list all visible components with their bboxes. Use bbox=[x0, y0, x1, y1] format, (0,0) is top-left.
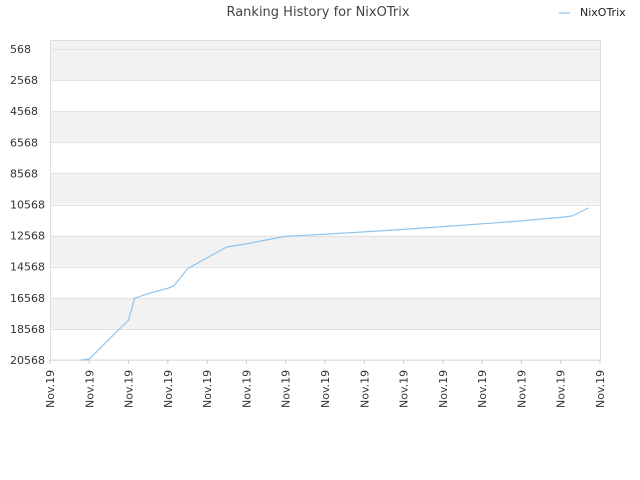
gridlines bbox=[50, 49, 600, 361]
x-tick-label: Nov.19 bbox=[476, 370, 489, 408]
x-tick-label: Nov.19 bbox=[319, 370, 332, 408]
data-point bbox=[200, 260, 202, 262]
data-point bbox=[402, 228, 405, 231]
x-tick-label: Nov.19 bbox=[594, 370, 607, 408]
data-point bbox=[167, 287, 169, 289]
x-tick-label: Nov.19 bbox=[437, 370, 450, 408]
x-tick-label: Nov.19 bbox=[162, 370, 175, 408]
x-tick-label: Nov.19 bbox=[280, 370, 293, 408]
data-point bbox=[324, 233, 326, 235]
data-point bbox=[265, 239, 267, 241]
y-tick-label: 16568 bbox=[10, 292, 45, 305]
y-tick-label: 568 bbox=[10, 43, 31, 56]
y-tick-label: 18568 bbox=[10, 323, 45, 336]
x-tick-label: Nov.19 bbox=[515, 370, 528, 408]
y-tick-label: 6568 bbox=[10, 136, 38, 149]
plot-background-bands bbox=[50, 40, 600, 360]
legend-label-nixotrix: NixOTrix bbox=[580, 6, 626, 19]
y-tick-label: 14568 bbox=[10, 261, 45, 274]
data-point bbox=[108, 338, 110, 341]
y-tick-label: 10568 bbox=[10, 199, 45, 212]
data-point bbox=[520, 220, 523, 222]
x-tick-label: Nov.19 bbox=[123, 370, 136, 408]
band-top bbox=[50, 40, 600, 49]
band-6 bbox=[50, 235, 600, 267]
band-5 bbox=[50, 204, 600, 236]
data-point bbox=[587, 207, 589, 209]
y-tick-label: 8568 bbox=[10, 167, 38, 180]
data-point bbox=[88, 358, 90, 360]
data-point bbox=[571, 215, 574, 217]
data-point bbox=[540, 218, 542, 220]
data-point bbox=[186, 268, 189, 270]
x-tick-label: Nov.19 bbox=[398, 370, 411, 408]
y-axis-ticks: 568 2568 4568 6568 8568 10568 12568 14568 16568 1… bbox=[10, 43, 45, 367]
chart-title: Ranking History for NixOTrix bbox=[226, 5, 409, 20]
band-9 bbox=[50, 328, 600, 360]
y-tick-label: 12568 bbox=[10, 230, 45, 243]
band-7 bbox=[50, 266, 600, 298]
band-0 bbox=[50, 49, 600, 81]
y-tick-label: 2568 bbox=[10, 74, 38, 87]
data-point bbox=[133, 297, 136, 299]
band-2 bbox=[50, 111, 600, 143]
data-point bbox=[285, 235, 287, 238]
band-3 bbox=[50, 142, 600, 174]
data-point bbox=[442, 226, 444, 228]
data-point bbox=[173, 285, 175, 287]
band-4 bbox=[50, 173, 600, 205]
x-tick-label: Nov.19 bbox=[44, 370, 57, 408]
legend[interactable]: NixOTrix bbox=[559, 6, 626, 19]
data-point bbox=[245, 243, 248, 245]
x-tick-label: Nov.19 bbox=[358, 370, 371, 408]
data-point bbox=[481, 223, 483, 225]
series-layer bbox=[80, 207, 589, 361]
x-tick-label: Nov.19 bbox=[555, 370, 568, 408]
x-axis-ticks: Nov.19 Nov.19 Nov.19 Nov.19 Nov.19 Nov.19 Nov.… bbox=[44, 360, 607, 408]
y-tick-label: 4568 bbox=[10, 105, 38, 118]
data-point bbox=[226, 246, 228, 248]
data-point bbox=[147, 293, 149, 295]
band-1 bbox=[50, 80, 600, 112]
data-point bbox=[363, 231, 365, 233]
x-tick-label: Nov.19 bbox=[201, 370, 214, 408]
data-point bbox=[127, 319, 130, 321]
y-tick-label: 20568 bbox=[10, 354, 45, 367]
x-tick-label: Nov.19 bbox=[83, 370, 96, 408]
data-point bbox=[80, 359, 83, 361]
x-tick-label: Nov.19 bbox=[240, 370, 253, 408]
band-8 bbox=[50, 297, 600, 329]
series-line-nixotrix bbox=[81, 207, 589, 361]
data-point bbox=[560, 216, 562, 219]
